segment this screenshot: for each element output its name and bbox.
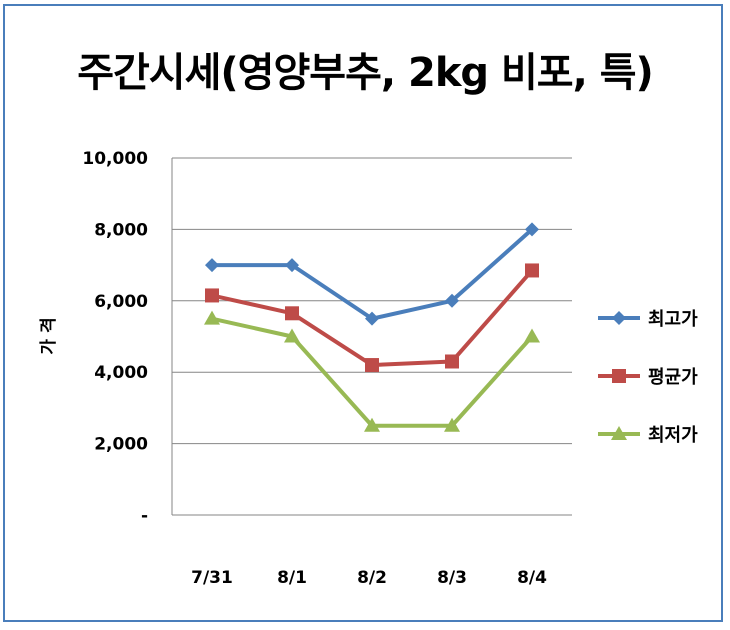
data-point	[364, 417, 380, 432]
data-point	[285, 306, 299, 321]
data-point	[205, 288, 219, 303]
y-tick-label: 6,000	[94, 292, 148, 312]
x-tick-label: 7/31	[191, 568, 233, 588]
chart-title: 주간시세(영양부추, 2kg 비포, 특)	[77, 50, 654, 96]
data-point	[205, 258, 219, 273]
data-point	[445, 293, 459, 308]
y-tick-label: 8,000	[94, 220, 148, 240]
data-point	[285, 258, 299, 273]
data-point	[525, 222, 539, 237]
legend-marker	[612, 369, 626, 383]
y-tick-label: -	[141, 506, 148, 526]
data-point	[444, 417, 460, 432]
x-tick-label: 8/4	[517, 568, 547, 588]
y-axis-label: 가 격	[39, 317, 59, 354]
data-point	[365, 311, 379, 326]
legend-marker	[611, 426, 627, 440]
data-point	[284, 328, 300, 343]
data-point	[525, 263, 539, 278]
legend-marker	[612, 311, 626, 325]
x-tick-label: 8/3	[437, 568, 467, 588]
y-tick-label: 10,000	[82, 149, 148, 169]
legend-label: 최고가	[648, 309, 698, 330]
y-tick-label: 4,000	[94, 363, 148, 383]
data-point	[524, 328, 540, 343]
legend-label: 평균가	[648, 367, 698, 388]
data-point	[365, 358, 379, 373]
data-point	[204, 310, 220, 325]
data-point	[445, 354, 459, 369]
x-tick-label: 8/1	[277, 568, 307, 588]
y-tick-label: 2,000	[94, 435, 148, 455]
x-tick-label: 8/2	[357, 568, 387, 588]
legend-label: 최저가	[648, 425, 698, 446]
